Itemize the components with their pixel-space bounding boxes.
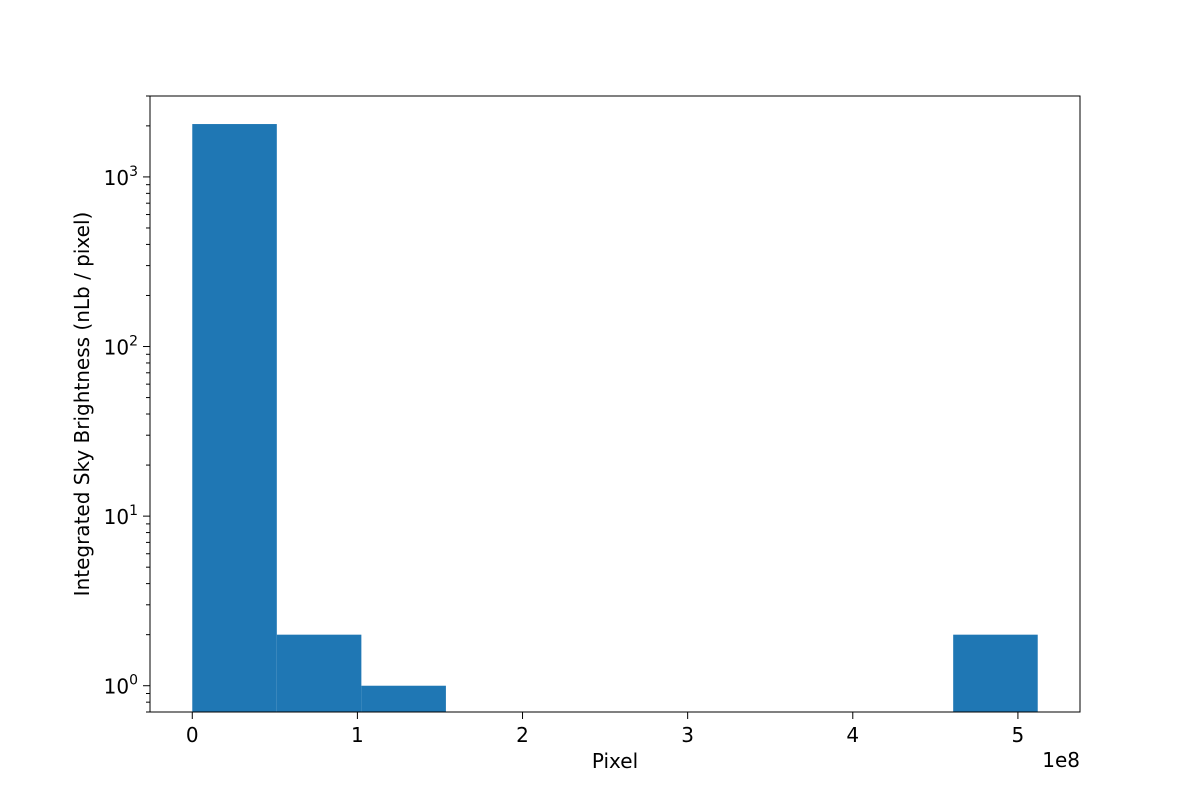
x-axis-offset-text: 1e8 xyxy=(1042,748,1080,772)
x-tick-label: 5 xyxy=(1012,723,1025,747)
y-minor-ticks xyxy=(146,95,150,713)
y-axis-label: Integrated Sky Brightness (nLb / pixel) xyxy=(70,212,94,597)
histogram-bars xyxy=(192,124,1038,713)
x-major-ticks: 0 1 2 3 4 5 xyxy=(186,712,1024,747)
y-tick-label: 102 xyxy=(104,334,138,360)
x-tick-label: 3 xyxy=(681,723,694,747)
x-tick-label: 4 xyxy=(846,723,859,747)
histogram-bar xyxy=(953,634,1038,712)
x-tick-label: 0 xyxy=(186,723,199,747)
x-axis-label: Pixel xyxy=(592,749,638,773)
histogram-bar xyxy=(361,685,446,712)
y-major-ticks: 100 101 102 103 xyxy=(104,164,150,699)
plot-frame xyxy=(149,95,1081,713)
y-tick-label: 103 xyxy=(104,164,138,190)
x-tick-label: 1 xyxy=(351,723,364,747)
x-tick-label: 2 xyxy=(516,723,529,747)
y-tick-label: 100 xyxy=(104,673,138,699)
y-tick-label: 101 xyxy=(104,503,138,529)
histogram-bar xyxy=(276,634,362,712)
histogram-bar xyxy=(192,124,277,713)
